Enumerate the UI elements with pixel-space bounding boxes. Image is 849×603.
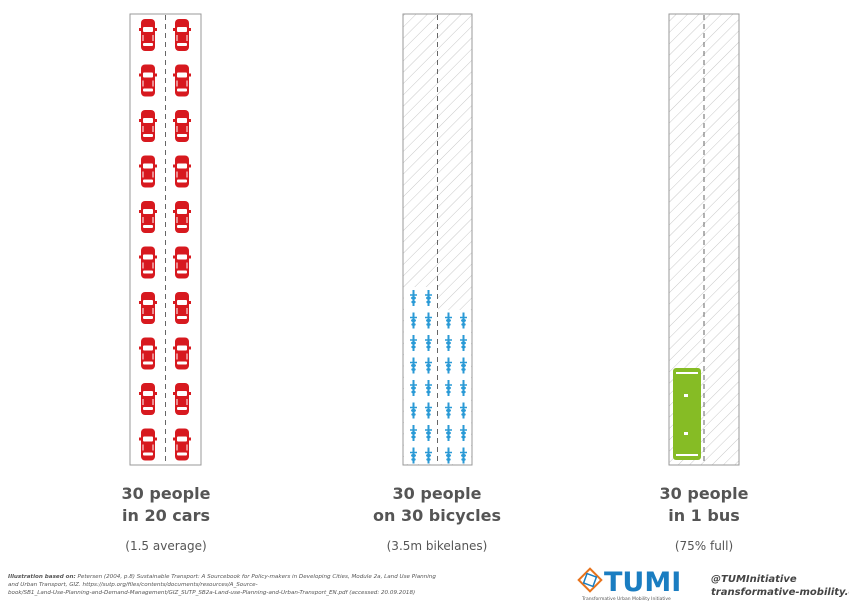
citation-line: Petersen (2004, p.8) Sustainable Transpo… [78, 574, 437, 580]
bike-road [403, 14, 472, 465]
logo-tagline: Transformative Urban Mobility Initiative [581, 596, 671, 602]
heading: 30 people [660, 484, 749, 503]
note: (75% full) [675, 539, 733, 553]
bicycles [441, 310, 471, 465]
bus [673, 368, 701, 460]
note: (3.5m bikelanes) [387, 539, 488, 553]
heading: on 30 bicycles [373, 506, 501, 525]
car-road [130, 14, 201, 471]
heading: in 1 bus [668, 506, 740, 525]
heading: 30 people [122, 484, 211, 503]
citation-line: book/SB1_Land-Use-Planning-and-Demand-Ma… [8, 590, 415, 596]
social-handle: @TUMInitiative [711, 574, 797, 585]
citation: Illustration based on: Petersen (2004, p… [8, 574, 436, 580]
citation-line: and Urban Transport, GIZ. https://sutp.o… [8, 582, 258, 588]
heading: in 20 cars [122, 506, 210, 525]
logo: TUMI Transformative Urban Mobility Initi… [579, 567, 682, 602]
infographic: 30 people in 20 cars (1.5 average) 30 pe… [0, 0, 849, 603]
website: transformative-mobility.org [711, 587, 849, 598]
heading: 30 people [393, 484, 482, 503]
logo-name: TUMI [604, 567, 681, 598]
bicycles [406, 287, 436, 464]
citation-label: Illustration based on: [8, 574, 76, 580]
bus-road [669, 14, 739, 465]
note: (1.5 average) [125, 539, 206, 553]
